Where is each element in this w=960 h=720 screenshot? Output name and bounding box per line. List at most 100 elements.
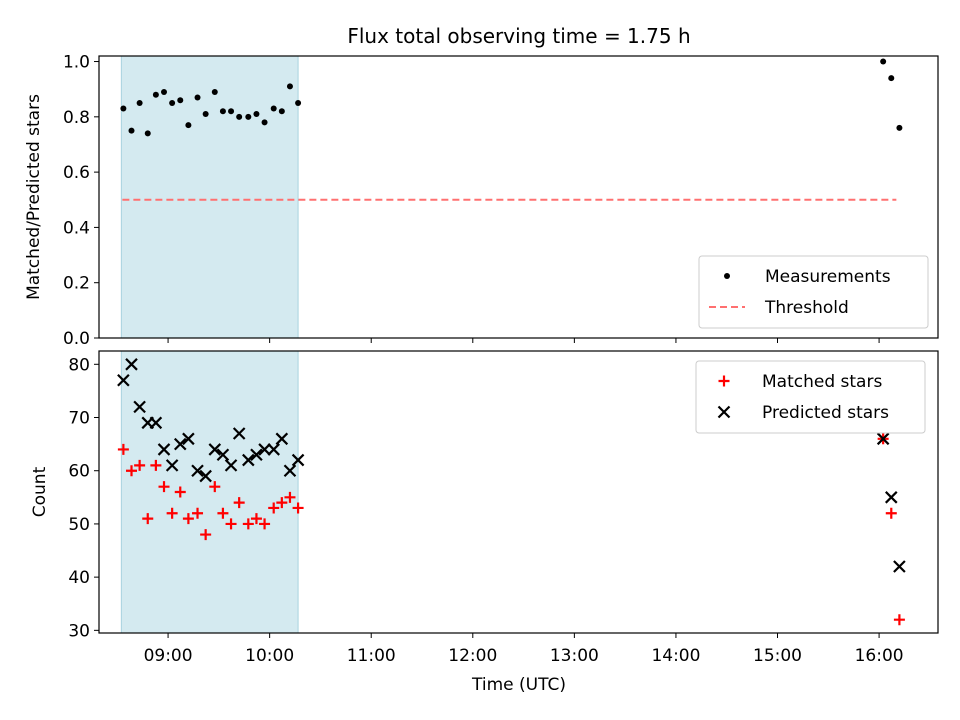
measurements-point-19 [278, 108, 285, 115]
ratio-panel: 0.0 0.2 0.4 0.6 0.8 1.0 Measurements Threshold [63, 53, 939, 349]
measurements-point-0 [120, 105, 127, 112]
predicted-stars-point-19 [275, 432, 289, 446]
measurements-point-7 [177, 97, 184, 104]
measurements-point-1 [128, 127, 135, 134]
measurements-point-14 [236, 113, 243, 120]
x-tick-label-0: 09:00 [144, 646, 193, 666]
matched-stars-point-21 [292, 502, 304, 514]
ratio-panel-shaded-span [121, 56, 299, 338]
matched-stars-point-6 [166, 507, 178, 519]
measurements-point-5 [161, 88, 168, 95]
x-tick-label-2: 11:00 [347, 646, 396, 666]
predicted-stars-point-16 [250, 448, 263, 462]
matched-stars-point-1 [126, 465, 138, 477]
matched-stars-point-12 [217, 507, 229, 519]
matched-stars-point-8 [182, 513, 194, 525]
predicted-stars-point-22 [876, 432, 890, 446]
predicted-stars-point-1 [125, 358, 138, 371]
matched-stars-point-23 [885, 507, 897, 519]
top-panel-y-axis-label: Matched/Predicted stars [24, 94, 44, 300]
measurements-legend-marker-point-0 [724, 273, 730, 279]
ratio-panel-legend-box [698, 255, 929, 329]
matched-stars-point-11 [209, 481, 221, 493]
bottom-panel-y-axis-label: Count [30, 466, 50, 517]
count-panel: 30 40 50 60 70 80 09:00 10:00 11:00 12:00 13:00 14:… [68, 350, 939, 666]
matched-stars-point-7 [174, 486, 186, 498]
predicted-stars-legend-marker-point-0 [717, 405, 731, 419]
matched-stars-point-15 [242, 518, 254, 530]
matched-stars-point-17 [259, 518, 271, 530]
measurements-point-8 [185, 122, 192, 129]
predicted-stars-point-12 [216, 448, 230, 462]
x-tick-label-6: 15:00 [753, 646, 802, 666]
predicted-stars-point-8 [182, 432, 195, 446]
count-panel-y-tick-label-1: 40 [68, 568, 90, 588]
measurements-point-12 [219, 108, 226, 115]
measurements-legend-label: Measurements [765, 267, 891, 287]
matched-stars-legend-label: Matched stars [762, 372, 882, 392]
measurements-point-9 [194, 94, 201, 101]
count-panel-frame [98, 350, 939, 634]
count-panel-legend-box [695, 360, 926, 434]
matched-stars-point-10 [200, 529, 212, 541]
predicted-stars-point-0 [117, 373, 130, 387]
ratio-panel-y-tick-label-2: 0.4 [63, 218, 90, 238]
predicted-stars-point-11 [208, 443, 222, 456]
ratio-panel-y-tick-label-4: 0.8 [63, 108, 90, 128]
matched-stars-point-24 [893, 614, 905, 626]
measurements-point-24 [896, 124, 903, 131]
x-tick-label-4: 13:00 [550, 646, 599, 666]
predicted-stars-point-24 [893, 560, 906, 573]
measurements-point-13 [228, 108, 235, 115]
ratio-panel-y-tick-label-0: 0.0 [63, 329, 90, 349]
ratio-panel-y-tick-label-3: 0.6 [63, 163, 90, 183]
predicted-stars-point-5 [157, 443, 171, 456]
predicted-stars-point-9 [191, 464, 204, 477]
measurements-point-11 [211, 88, 218, 95]
predicted-stars-point-21 [291, 453, 305, 467]
matched-stars-legend-marker-point-0 [718, 375, 730, 387]
matched-stars-point-5 [158, 481, 170, 493]
predicted-stars-point-20 [283, 464, 297, 477]
matched-stars-point-3 [142, 513, 154, 525]
ratio-panel-legend: Measurements Threshold [698, 255, 929, 329]
measurements-point-2 [136, 100, 143, 106]
x-tick-label-5: 14:00 [651, 646, 700, 666]
measurements-point-10 [202, 111, 209, 118]
predicted-stars-point-18 [267, 443, 280, 456]
measurements-point-20 [286, 83, 293, 90]
predicted-stars-point-13 [224, 459, 238, 472]
count-panel-y-tick-label-4: 70 [68, 409, 90, 429]
measurements-point-18 [270, 105, 277, 112]
measurements-point-21 [295, 100, 302, 106]
measurements-point-4 [152, 91, 159, 98]
measurements-point-17 [261, 119, 268, 126]
count-panel-y-tick-label-5: 80 [68, 355, 90, 375]
x-axis-label: Time (UTC) [471, 675, 566, 695]
predicted-stars-point-2 [133, 400, 146, 414]
matched-stars-point-16 [250, 513, 262, 525]
count-panel-y-tick-label-3: 60 [68, 462, 90, 482]
count-panel-shaded-span [121, 351, 299, 633]
matched-stars-point-2 [134, 459, 146, 471]
predicted-stars-point-6 [165, 459, 179, 472]
predicted-stars-point-14 [232, 427, 246, 440]
measurements-point-6 [169, 100, 176, 106]
predicted-stars-series [117, 358, 906, 573]
x-tick-label-7: 16:00 [855, 646, 904, 666]
count-panel-y-tick-label-0: 30 [68, 621, 90, 641]
threshold-legend-label: Threshold [764, 298, 849, 318]
matched-stars-point-18 [268, 502, 280, 514]
plot-layer: 0.0 0.2 0.4 0.6 0.8 1.0 Measurements Threshold 3… [63, 53, 939, 666]
matched-stars-point-0 [117, 443, 129, 455]
predicted-stars-point-7 [173, 437, 187, 451]
predicted-stars-point-15 [242, 453, 255, 467]
measurements-point-22 [880, 58, 887, 65]
measurements-point-16 [253, 111, 260, 118]
predicted-stars-point-23 [884, 491, 898, 504]
predicted-stars-point-4 [149, 416, 163, 430]
measurements-point-15 [245, 113, 252, 120]
chart-title: Flux total observing time = 1.75 h [347, 24, 690, 48]
matched-stars-point-19 [276, 497, 288, 509]
count-panel-legend: Matched stars Predicted stars [695, 360, 926, 434]
